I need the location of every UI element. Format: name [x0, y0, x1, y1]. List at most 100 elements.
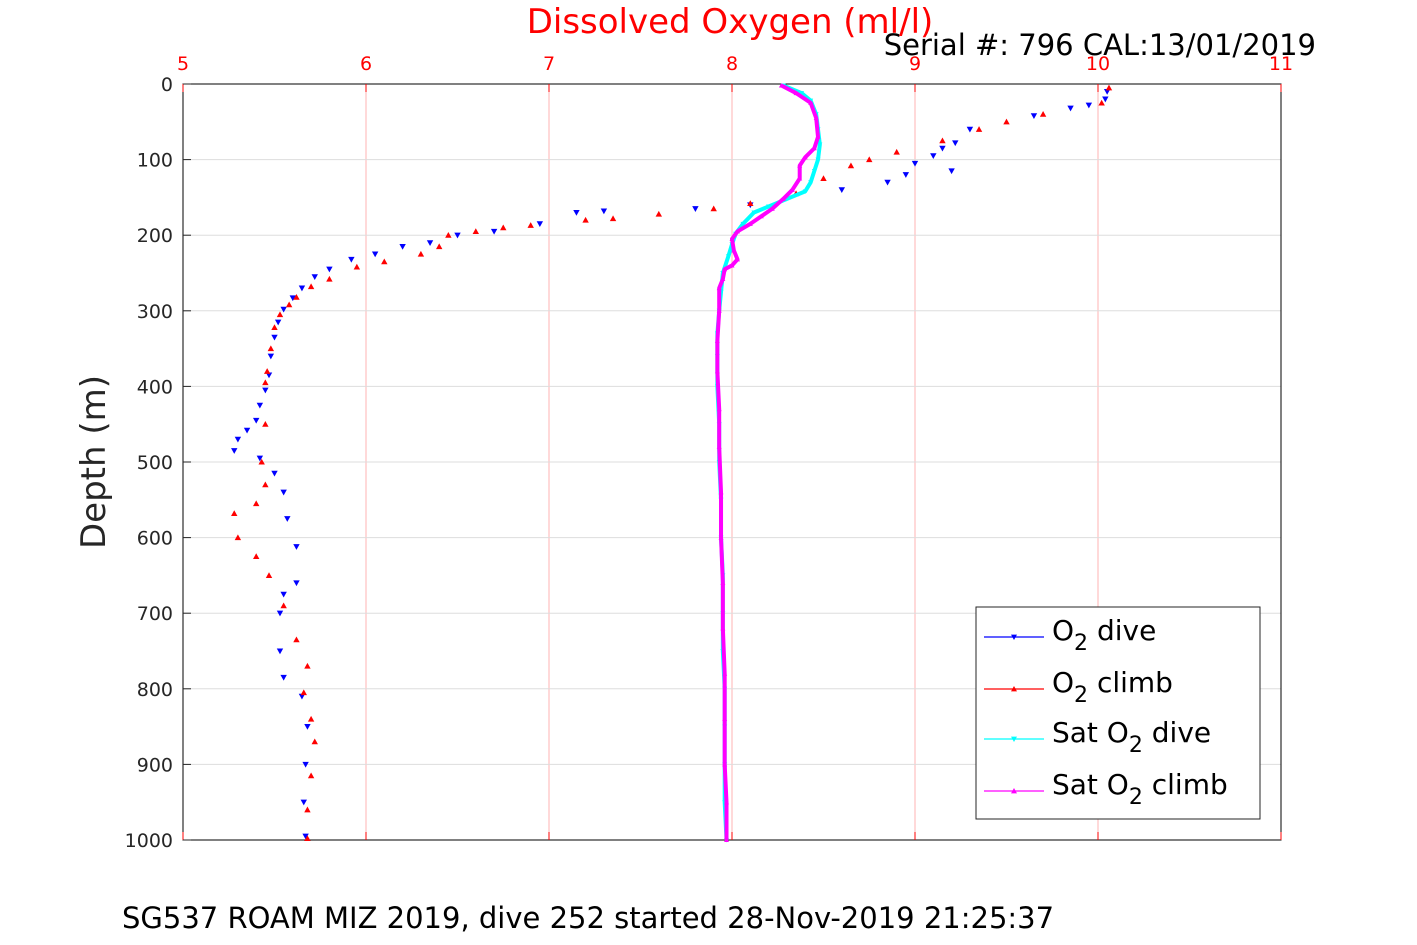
data-point [454, 232, 461, 239]
data-point [276, 311, 284, 318]
data-point [302, 833, 309, 840]
data-point [725, 254, 731, 259]
data-point [808, 180, 814, 185]
data-point [714, 368, 720, 374]
dive-info-footer: SG537 ROAM MIZ 2019, dive 252 started 28… [122, 901, 1054, 935]
data-point [262, 481, 269, 488]
data-point [716, 406, 722, 412]
legend-label: O2 dive [1052, 614, 1156, 656]
x-tick-label: 9 [909, 53, 921, 75]
data-point [815, 134, 821, 139]
data-point [582, 216, 589, 223]
data-point [573, 209, 580, 216]
data-point [751, 210, 757, 216]
data-point [609, 215, 617, 222]
data-point [304, 806, 311, 813]
data-point [381, 258, 388, 265]
series-1 [231, 84, 1113, 842]
data-point [722, 671, 728, 676]
data-point [234, 534, 242, 541]
data-point [326, 266, 333, 273]
data-point [718, 489, 724, 495]
data-point [293, 544, 300, 550]
y-tick-label: 700 [137, 603, 173, 625]
x-tick-label: 8 [726, 53, 738, 75]
data-point [271, 334, 278, 341]
data-point [436, 243, 443, 250]
data-point [716, 444, 722, 449]
data-point [276, 648, 284, 655]
x-tick-label: 10 [1086, 53, 1110, 75]
data-point [948, 168, 955, 175]
data-point [253, 417, 260, 424]
data-point [271, 324, 278, 330]
data-point [307, 772, 315, 779]
data-point [811, 145, 817, 151]
data-point [720, 276, 726, 282]
data-point [276, 610, 284, 617]
data-point [1067, 105, 1074, 112]
data-point [811, 168, 817, 174]
data-point [304, 724, 311, 730]
data-point [789, 187, 795, 192]
x-axis-ticks: 5 6 7 8 9 10 11 [177, 53, 1293, 840]
y-tick-label: 500 [137, 452, 173, 474]
data-point [797, 163, 803, 168]
data-point [714, 338, 720, 344]
legend-entry: Sat O2 climb [984, 768, 1228, 810]
data-point [838, 187, 845, 194]
legend-marker [1011, 736, 1017, 742]
data-point [280, 602, 287, 609]
legend-entry: O2 dive [984, 614, 1156, 656]
data-point [274, 319, 282, 326]
data-point [253, 553, 260, 560]
data-point [1102, 96, 1109, 103]
data-point [734, 228, 740, 234]
data-point [710, 205, 717, 212]
data-point [930, 153, 937, 160]
y-tick-label: 200 [137, 225, 173, 247]
data-point [1030, 113, 1038, 119]
x-tick-label: 11 [1269, 53, 1293, 75]
data-point [952, 140, 959, 147]
y-axis-label: Depth (m) [74, 375, 114, 549]
data-point [231, 448, 238, 454]
data-point [1103, 89, 1111, 95]
data-point [280, 591, 287, 598]
data-point [718, 535, 724, 540]
data-point [1098, 99, 1105, 106]
data-point [778, 83, 784, 88]
data-point [234, 436, 242, 443]
x-tick-label: 7 [543, 53, 555, 75]
data-point [285, 301, 293, 308]
x-tick-label: 5 [177, 53, 189, 75]
data-point [793, 90, 799, 96]
data-point [445, 232, 452, 238]
legend-box [975, 606, 1261, 820]
chart-subtitle: Serial #: 796 CAL:13/01/2019 [884, 28, 1316, 62]
data-point [893, 148, 900, 155]
legend-marker [1011, 634, 1017, 640]
data-point [799, 91, 805, 96]
data-point [472, 228, 479, 234]
data-point [262, 421, 269, 427]
data-point [655, 210, 662, 217]
data-point [263, 368, 271, 374]
legend-marker [1011, 788, 1017, 794]
data-point [847, 162, 855, 169]
data-point [729, 236, 735, 241]
data-point [256, 402, 264, 409]
data-point [911, 160, 919, 167]
data-point [939, 145, 946, 152]
legend-label: Sat O2 dive [1052, 716, 1211, 758]
data-point [724, 837, 730, 842]
data-point [1085, 102, 1093, 109]
data-point [265, 372, 273, 379]
data-series-layer [231, 83, 1113, 843]
data-point [692, 206, 699, 212]
data-point [747, 221, 753, 226]
data-point [399, 243, 406, 250]
data-point [716, 308, 722, 313]
series-line [715, 83, 821, 840]
